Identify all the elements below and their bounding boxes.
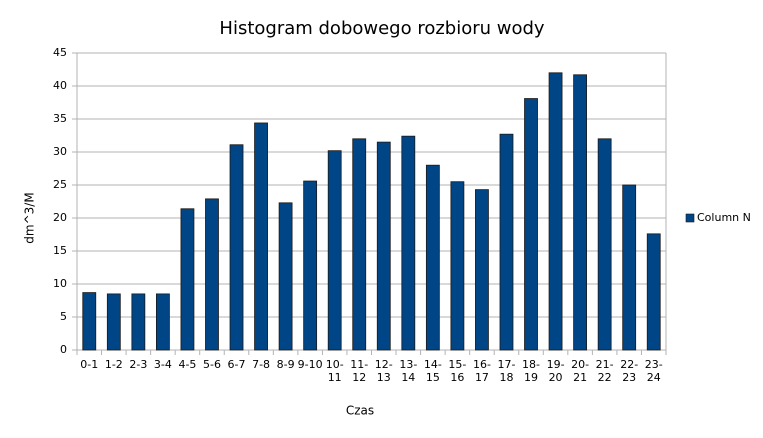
x-tick-label: 11-12 <box>350 358 369 384</box>
legend-label: Column N <box>697 211 751 224</box>
bar <box>548 72 563 351</box>
bar <box>524 98 538 351</box>
y-tick-label: 15 <box>53 244 67 257</box>
x-tick-label: 19-20 <box>546 358 565 384</box>
bar <box>573 74 588 351</box>
bar <box>376 141 391 351</box>
x-tick-label: 10-11 <box>325 358 344 384</box>
x-tick-label: 7-8 <box>252 358 271 371</box>
x-tick-label: 15-16 <box>448 358 467 384</box>
x-tick-label: 20-21 <box>571 358 590 384</box>
x-tick-label: 21-22 <box>595 358 614 384</box>
y-tick-label: 5 <box>60 310 67 323</box>
x-tick-label: 5-6 <box>202 358 221 371</box>
y-tick-label: 45 <box>53 46 67 59</box>
x-tick-label: 14-15 <box>423 358 442 384</box>
bar <box>106 293 121 351</box>
bar <box>303 180 318 351</box>
x-tick-label: 8-9 <box>276 358 295 371</box>
x-tick-label: 1-2 <box>104 358 123 371</box>
x-tick-label: 12-13 <box>374 358 393 384</box>
legend-swatch <box>685 213 695 223</box>
bar <box>180 208 195 351</box>
bar <box>401 135 416 351</box>
y-tick-label: 10 <box>53 277 67 290</box>
x-tick-label: 18-19 <box>522 358 540 384</box>
bar <box>229 144 244 351</box>
bar <box>254 122 268 351</box>
bar <box>205 198 219 351</box>
bar <box>155 293 170 351</box>
chart-title: Histogram dobowego rozbioru wody <box>219 18 545 39</box>
x-tick-label: 23-24 <box>644 358 663 384</box>
bar <box>622 184 637 351</box>
y-axis-label: dm^3/M <box>23 192 37 243</box>
y-tick-label: 40 <box>53 79 67 92</box>
x-axis-label: Czas <box>346 404 374 418</box>
x-tick-label: 9-10 <box>297 358 323 371</box>
x-tick-label: 17-18 <box>497 358 516 384</box>
bar <box>646 233 661 351</box>
bar <box>425 164 440 351</box>
y-tick-label: 0 <box>60 343 67 356</box>
x-tick-label: 6-7 <box>227 358 246 371</box>
x-tick-label: 13-14 <box>399 358 418 384</box>
x-tick-label: 22-23 <box>620 358 639 384</box>
bar <box>352 138 367 351</box>
y-tick-label: 30 <box>53 145 67 158</box>
x-tick-label: 3-4 <box>153 358 172 371</box>
x-tick-label: 0-1 <box>80 358 99 371</box>
bar <box>131 293 146 351</box>
y-tick-label: 20 <box>53 211 67 224</box>
bar <box>450 181 465 351</box>
bar <box>499 133 514 351</box>
y-tick-label: 25 <box>53 178 67 191</box>
bar <box>278 202 293 351</box>
y-tick-label: 35 <box>53 112 67 125</box>
bar <box>327 150 342 351</box>
bar <box>475 189 489 351</box>
bar <box>597 138 612 351</box>
bar <box>82 292 97 351</box>
x-tick-label: 2-3 <box>129 358 148 371</box>
x-tick-label: 16-17 <box>472 358 491 384</box>
x-tick-label: 4-5 <box>178 358 197 371</box>
